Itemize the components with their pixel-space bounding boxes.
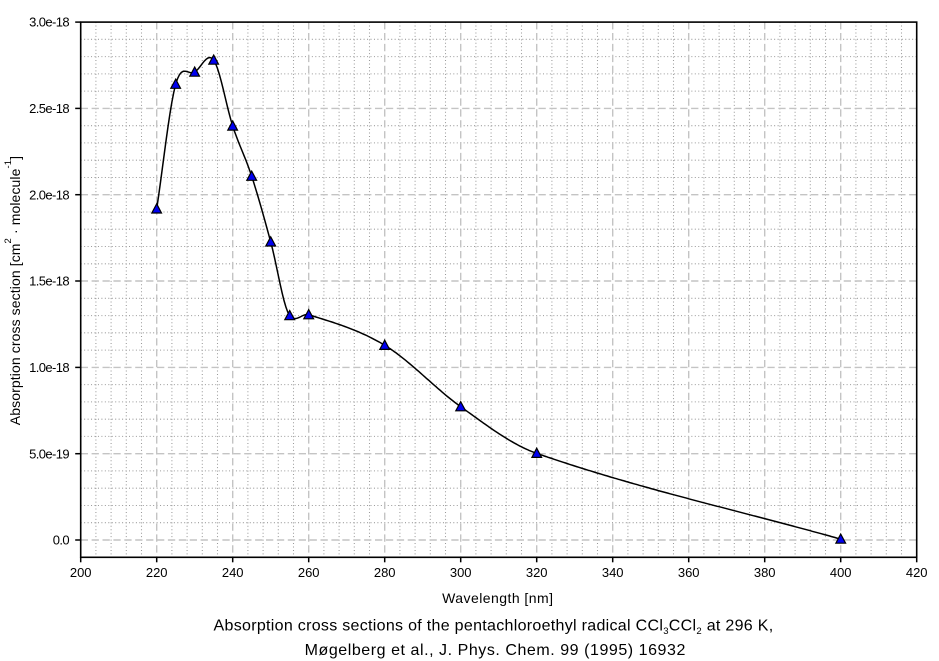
svg-text:0.0: 0.0 bbox=[53, 533, 70, 548]
svg-text:320: 320 bbox=[526, 565, 548, 580]
svg-text:280: 280 bbox=[374, 565, 396, 580]
svg-text:200: 200 bbox=[70, 565, 92, 580]
svg-text:Wavelength [nm]: Wavelength [nm] bbox=[442, 590, 553, 606]
svg-text:3.0e-18: 3.0e-18 bbox=[29, 15, 69, 30]
svg-text:340: 340 bbox=[602, 565, 624, 580]
svg-text:2.5e-18: 2.5e-18 bbox=[29, 101, 69, 116]
svg-text:Absorption cross sections of t: Absorption cross sections of the pentach… bbox=[214, 618, 774, 638]
svg-text:300: 300 bbox=[450, 565, 472, 580]
svg-text:1.5e-18: 1.5e-18 bbox=[29, 274, 69, 289]
svg-text:220: 220 bbox=[146, 565, 168, 580]
svg-text:5.0e-19: 5.0e-19 bbox=[29, 446, 69, 461]
svg-text:360: 360 bbox=[678, 565, 700, 580]
svg-text:400: 400 bbox=[830, 565, 852, 580]
svg-text:380: 380 bbox=[754, 565, 776, 580]
svg-text:Absorption cross section [cm2: Absorption cross section [cm2 · molecule… bbox=[3, 156, 23, 425]
svg-text:260: 260 bbox=[298, 565, 320, 580]
svg-text:240: 240 bbox=[222, 565, 244, 580]
svg-text:1.0e-18: 1.0e-18 bbox=[29, 360, 69, 375]
svg-text:Møgelberg et al., J. Phys. Che: Møgelberg et al., J. Phys. Chem. 99 (199… bbox=[305, 642, 686, 659]
svg-text:420: 420 bbox=[906, 565, 928, 580]
svg-text:2.0e-18: 2.0e-18 bbox=[29, 187, 69, 202]
